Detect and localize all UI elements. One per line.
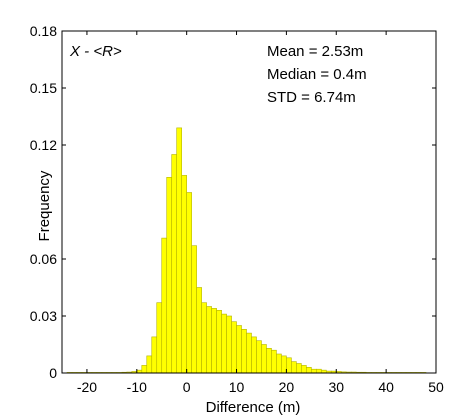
histogram-bar [161,237,168,374]
histogram-bar [196,287,202,374]
histogram-bar [221,313,227,374]
histogram-bar [206,306,212,374]
histogram-bar [191,245,197,374]
y-tick-label: 0.18 [30,23,57,39]
annotation-label: X - <R> [69,43,122,60]
histogram-bar [301,365,307,374]
histogram-bar [231,321,237,374]
histogram-bar [201,302,207,374]
x-tick-label: 20 [279,379,295,395]
histogram-bar [176,127,182,374]
histogram-bar [146,355,153,374]
x-tick-label: 10 [229,379,245,395]
x-tick-label: 30 [328,379,344,395]
y-tick-label: 0.03 [30,308,57,324]
x-tick-label: -20 [77,379,97,395]
histogram-bar [291,361,297,374]
stats-box: Mean = 2.53m Median = 0.4m STD = 6.74m [267,43,367,106]
histogram-bar [311,368,317,374]
histogram-bar [286,357,292,374]
histogram-bar [181,175,187,374]
histogram-bar [281,355,287,374]
histogram-bar [171,154,178,374]
plot-frame [61,30,437,374]
histogram-bar [306,366,312,374]
y-tick-label: 0.15 [30,80,57,96]
x-tick-label: 0 [183,379,191,395]
histogram-bar [211,308,217,374]
x-tick-label: 50 [428,379,444,395]
x-tick-label: 40 [378,379,394,395]
histogram-bar [236,325,242,374]
histogram-bar [216,309,222,374]
x-tick-label: -10 [127,379,147,395]
histogram-bar [271,349,277,374]
histogram-bar [241,328,247,374]
histogram-bar [141,365,148,374]
histogram-bar [296,363,302,374]
y-tick-label: 0.12 [30,137,57,153]
histogram-bar [316,368,322,374]
stat-line: Median = 0.4m [267,66,367,83]
histogram-bar [261,344,267,374]
x-tick-labels: -20 -10 0 10 20 30 40 50 [77,379,444,395]
y-tick-label: 0 [49,365,57,381]
x-axis-label: Difference (m) [206,399,301,416]
histogram-bar [156,302,163,374]
histogram-bar [276,353,282,374]
y-tick-labels: 0 0.03 0.06 0.12 0.15 0.18 [30,23,57,381]
histogram-bar [251,336,257,374]
y-tick-label: 0.06 [30,251,57,267]
histogram-bar [226,315,232,374]
histogram-bar [186,192,192,374]
histogram-bar [151,336,158,374]
stat-line: Mean = 2.53m [267,43,363,60]
histogram-bar [266,347,272,374]
y-axis-label: Frequency [36,170,53,241]
stat-line: STD = 6.74m [267,89,356,106]
plot-area [62,31,436,373]
histogram-bar [166,177,173,374]
histogram-bar [256,340,262,374]
histogram-bar [246,332,252,374]
